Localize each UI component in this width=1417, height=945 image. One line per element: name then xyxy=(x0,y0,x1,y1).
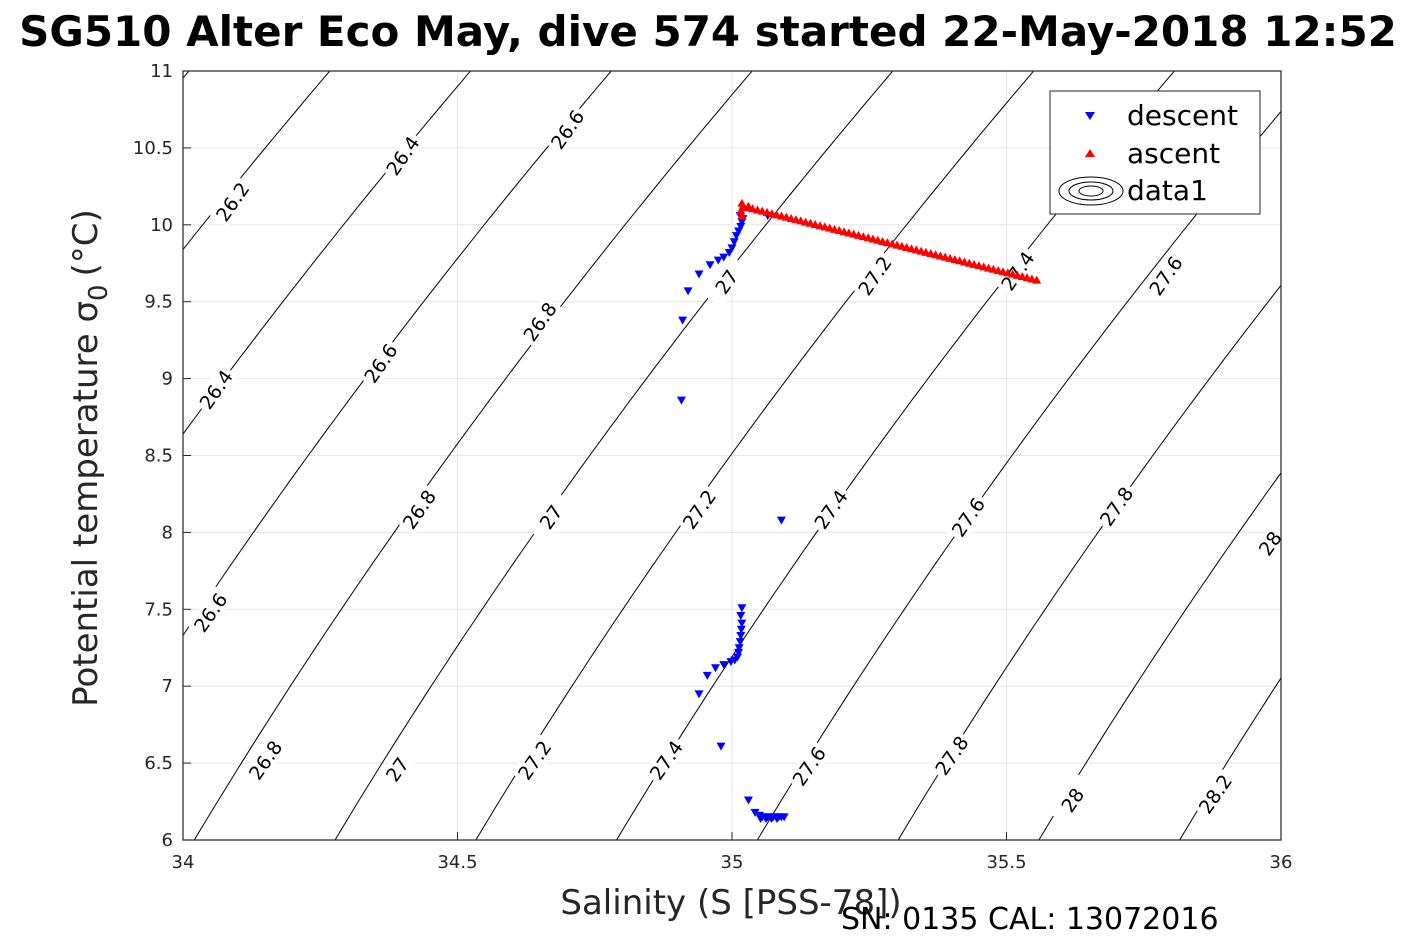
y-tick-label: 10.5 xyxy=(133,138,173,159)
descent-point xyxy=(694,690,704,699)
descent-point xyxy=(702,671,712,680)
descent-point xyxy=(719,661,729,670)
descent-point xyxy=(716,742,726,751)
contour-line xyxy=(193,71,753,840)
descent-point xyxy=(713,256,723,265)
calibration-footer: SN: 0135 CAL: 13072016 xyxy=(841,902,1219,937)
descent-point xyxy=(719,253,729,262)
y-tick-label: 6 xyxy=(162,830,173,851)
descent-point xyxy=(726,658,736,667)
ascent-point xyxy=(1032,275,1042,284)
y-axis-label-unit: (°C) xyxy=(66,209,106,276)
descent-point xyxy=(736,222,746,231)
y-tick-label: 6.5 xyxy=(144,753,173,774)
descent-point xyxy=(737,604,747,613)
legend-box xyxy=(1049,90,1261,215)
x-tick-label: 35 xyxy=(721,852,744,873)
descent-point xyxy=(731,232,741,241)
contour-line xyxy=(1302,40,1417,871)
contour-line xyxy=(897,284,1281,840)
y-tick-label: 8.5 xyxy=(144,446,173,467)
y-tick-label: 7 xyxy=(162,676,173,697)
descent-point xyxy=(750,808,760,817)
descent-point xyxy=(779,813,789,822)
descent-point xyxy=(734,644,744,653)
x-tick-label: 34 xyxy=(172,852,195,873)
descent-point xyxy=(678,316,688,325)
descent-point xyxy=(711,664,721,673)
y-tick-label: 11 xyxy=(150,61,173,82)
x-tick-label: 35.5 xyxy=(986,852,1026,873)
contour-line xyxy=(183,71,472,435)
legend-marker-ascent xyxy=(1085,149,1095,157)
descent-point xyxy=(676,396,686,405)
descent-point xyxy=(683,287,693,296)
contour-line xyxy=(1179,677,1281,840)
contour-line xyxy=(183,71,612,637)
y-axis-label-sub: 0 xyxy=(84,284,114,301)
descent-point xyxy=(735,638,745,647)
y-tick-label: 8 xyxy=(162,522,173,543)
contour-line xyxy=(475,71,1035,840)
y-tick-label: 7.5 xyxy=(144,599,173,620)
series-descent xyxy=(676,212,789,823)
y-axis-label: Potential temperature σ0 (°C) xyxy=(66,209,114,707)
legend-label-descent: descent xyxy=(1127,99,1238,132)
descent-point xyxy=(734,227,744,236)
legend-label-ascent: ascent xyxy=(1127,137,1220,170)
descent-point xyxy=(736,625,746,634)
contour-line xyxy=(334,71,894,840)
chart-title: SG510 Alter Eco May, dive 574 started 22… xyxy=(19,7,1397,56)
x-tick-label: 36 xyxy=(1270,852,1293,873)
ascent-point xyxy=(737,211,747,220)
legend-marker-contour-icon xyxy=(1058,176,1124,206)
legend: descent ascent data1 xyxy=(1049,90,1261,215)
y-tick-label: 9.5 xyxy=(144,292,173,313)
descent-point xyxy=(772,814,782,823)
descent-point xyxy=(705,261,715,270)
descent-point xyxy=(776,516,786,525)
descent-point xyxy=(736,611,746,620)
legend-marker-descent xyxy=(1085,112,1095,120)
legend-label-data1: data1 xyxy=(1127,174,1208,207)
x-axis-label: Salinity (S [PSS-78]) xyxy=(560,883,901,923)
descent-point xyxy=(734,648,744,657)
descent-point xyxy=(694,270,704,279)
descent-point xyxy=(724,248,734,257)
descent-point xyxy=(727,244,737,253)
descent-point xyxy=(737,218,747,227)
y-axis-label-main: Potential temperature σ xyxy=(66,301,106,707)
descent-point xyxy=(743,796,753,805)
y-tick-label: 9 xyxy=(162,369,173,390)
x-axis-ticks: 34 34.5 35 35.5 36 xyxy=(172,832,1293,873)
y-tick-label: 10 xyxy=(150,215,173,236)
contour-line xyxy=(1038,472,1281,840)
svg-text:Potential temperature σ0(°C): Potential temperature σ0 (°C) xyxy=(66,209,114,707)
descent-point xyxy=(737,619,747,628)
descent-point xyxy=(729,238,739,247)
y-axis-ticks: 6 6.5 7 7.5 8 8.5 9 9.5 10 10.5 11 xyxy=(133,61,191,851)
descent-point xyxy=(736,631,746,640)
x-tick-label: 34.5 xyxy=(437,852,477,873)
series-ascent xyxy=(736,198,1042,284)
